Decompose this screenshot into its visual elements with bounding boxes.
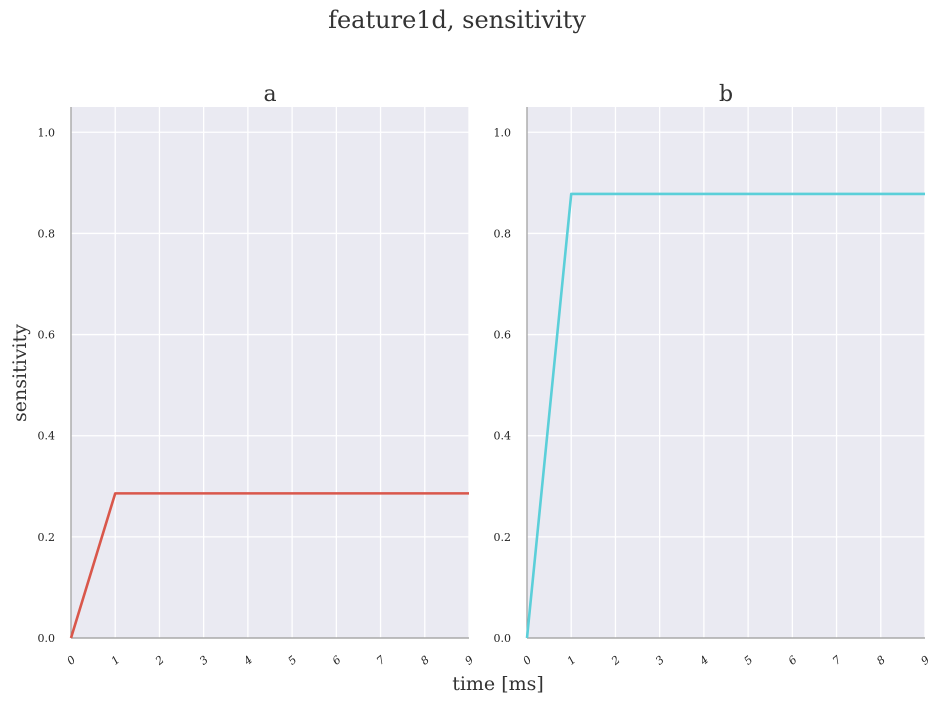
y-axis-label: sensitivity: [9, 324, 31, 422]
y-tick-label-a: 0.6: [38, 329, 56, 342]
series-line-a: [69, 492, 469, 639]
x-tick-label-a: 5: [286, 653, 300, 667]
x-tick-label-b: 6: [786, 653, 800, 667]
y-tick-label-b: 0.4: [494, 430, 512, 443]
subplot-title-a: a: [263, 82, 276, 107]
y-tick-label-a: 0.0: [38, 632, 56, 645]
plot-area-a: [71, 107, 469, 638]
y-tick-label-b: 0.2: [494, 531, 512, 544]
x-tick-label-b: 0: [520, 653, 534, 667]
x-tick-label-b: 3: [653, 653, 667, 667]
x-tick-label-a: 3: [197, 653, 211, 667]
x-tick-label-b: 7: [830, 653, 844, 667]
x-tick-label-a: 2: [152, 653, 166, 668]
y-tick-label-b: 0.6: [494, 329, 512, 342]
plot-area-b: [527, 107, 925, 638]
x-axis-label: time [ms]: [452, 673, 544, 695]
y-tick-label-a: 1.0: [38, 126, 56, 139]
x-tick-label-b: 8: [874, 653, 888, 667]
x-tick-label-a: 0: [64, 653, 78, 667]
x-tick-label-b: 1: [565, 653, 579, 667]
x-tick-label-a: 4: [241, 653, 255, 668]
x-tick-label-a: 1: [109, 653, 123, 667]
subplot-title-b: b: [719, 82, 733, 107]
figure-title: feature1d, sensitivity: [328, 6, 586, 34]
subplot-b: 0 1 2 3 4 5 6 7 8 9 0.0 0.2 0.4 0.6 0.8 1.0 b: [494, 82, 933, 668]
x-tick-label-a: 6: [330, 653, 344, 667]
y-tick-label-a: 0.8: [38, 227, 56, 240]
y-tick-label-b: 0.8: [494, 227, 512, 240]
y-tick-label-b: 0.0: [494, 632, 512, 645]
y-tick-label-a: 0.2: [38, 531, 56, 544]
x-tick-label-a: 8: [418, 653, 432, 667]
y-tick-label-a: 0.4: [38, 430, 56, 443]
x-tick-label-b: 4: [697, 653, 711, 668]
x-tick-label-a: 9: [462, 653, 476, 667]
x-tick-label-b: 9: [918, 653, 932, 667]
subplot-a: 0 1 2 3 4 5 6 7 8 9 0.0 0.2 0.4 0.6 0.8 1.0 a: [38, 82, 477, 668]
y-tick-label-b: 1.0: [494, 126, 512, 139]
series-line-b: [525, 192, 925, 639]
x-tick-label-b: 5: [742, 653, 756, 667]
x-tick-label-a: 7: [374, 653, 388, 667]
x-tick-label-b: 2: [608, 653, 622, 668]
